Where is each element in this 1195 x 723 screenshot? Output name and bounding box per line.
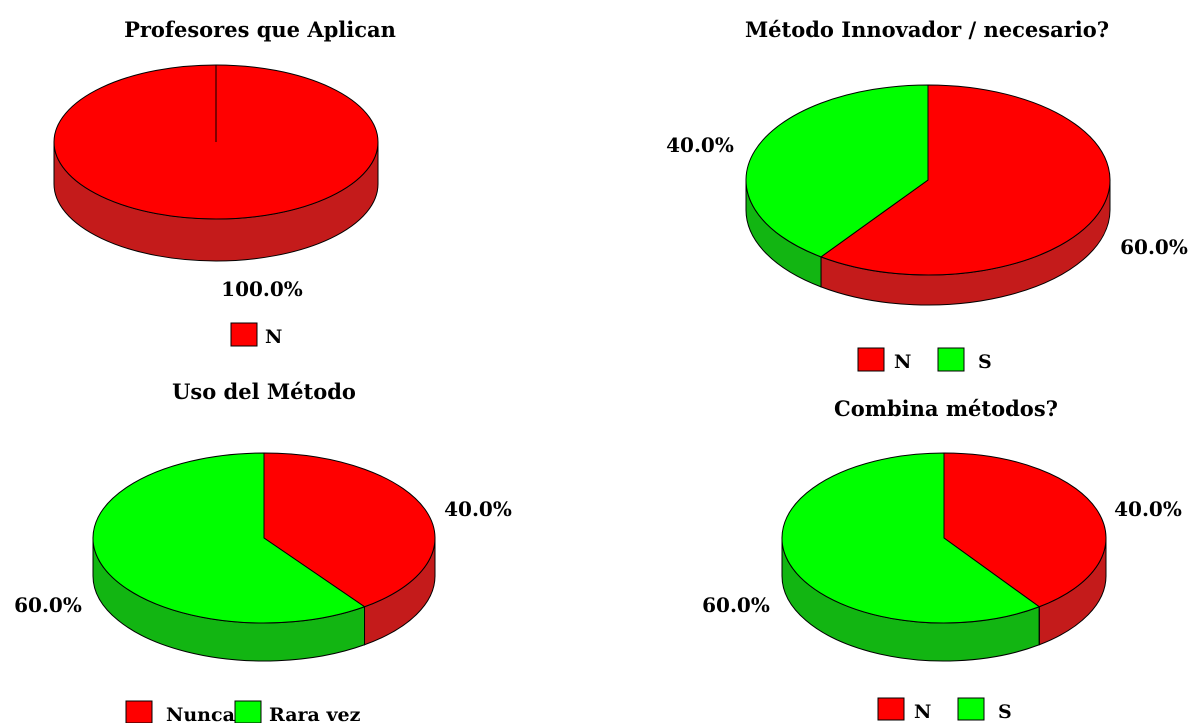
chart-uso-del-metodo: Uso del Método 40.0% 60.0% Nunca Rara ve… xyxy=(14,379,512,723)
slice-n xyxy=(819,84,1111,276)
slice-label: 40.0% xyxy=(444,497,512,521)
legend-swatch xyxy=(877,697,905,721)
legend-swatch xyxy=(230,322,258,347)
slice-nunca xyxy=(263,452,436,608)
slice-label: 60.0% xyxy=(14,593,82,617)
pie-3d xyxy=(92,452,436,662)
slice-label: 60.0% xyxy=(1120,235,1188,259)
legend-swatch xyxy=(937,347,965,372)
legend-swatch xyxy=(957,697,985,721)
slice-label: 40.0% xyxy=(1114,497,1182,521)
legend-label: Nunca xyxy=(166,704,235,723)
pie-3d xyxy=(745,84,1111,306)
slice-label: 40.0% xyxy=(666,133,734,157)
chart-profesores-que-aplican: Profesores que Aplican 100.0% N xyxy=(53,17,396,348)
legend-label: N xyxy=(914,701,931,723)
pie-3d xyxy=(53,64,379,262)
chart-combina-metodos: Combina métodos? 40.0% 60.0% N S xyxy=(702,396,1182,723)
slice-label: 100.0% xyxy=(221,277,303,301)
legend-swatch xyxy=(234,700,262,723)
legend-label: N xyxy=(265,326,282,348)
legend-label: Rara vez xyxy=(269,704,361,723)
slice-s xyxy=(745,84,929,258)
legend-swatch xyxy=(857,347,885,372)
chart-title: Profesores que Aplican xyxy=(124,17,396,42)
slice-rara-vez xyxy=(92,452,366,624)
slice-label: 60.0% xyxy=(702,593,770,617)
chart-metodo-innovador: Método Innovador / necesario? 60.0% 40.0… xyxy=(666,17,1188,373)
slice-n xyxy=(943,452,1107,608)
legend-label: N xyxy=(894,351,911,373)
chart-title: Combina métodos? xyxy=(834,396,1058,421)
chart-title: Método Innovador / necesario? xyxy=(745,17,1109,42)
legend-label: S xyxy=(998,701,1012,723)
slice-s xyxy=(781,452,1041,624)
legend-label: S xyxy=(978,351,992,373)
legend-swatch xyxy=(125,700,153,723)
chart-title: Uso del Método xyxy=(172,379,356,404)
pie-3d xyxy=(781,452,1107,662)
